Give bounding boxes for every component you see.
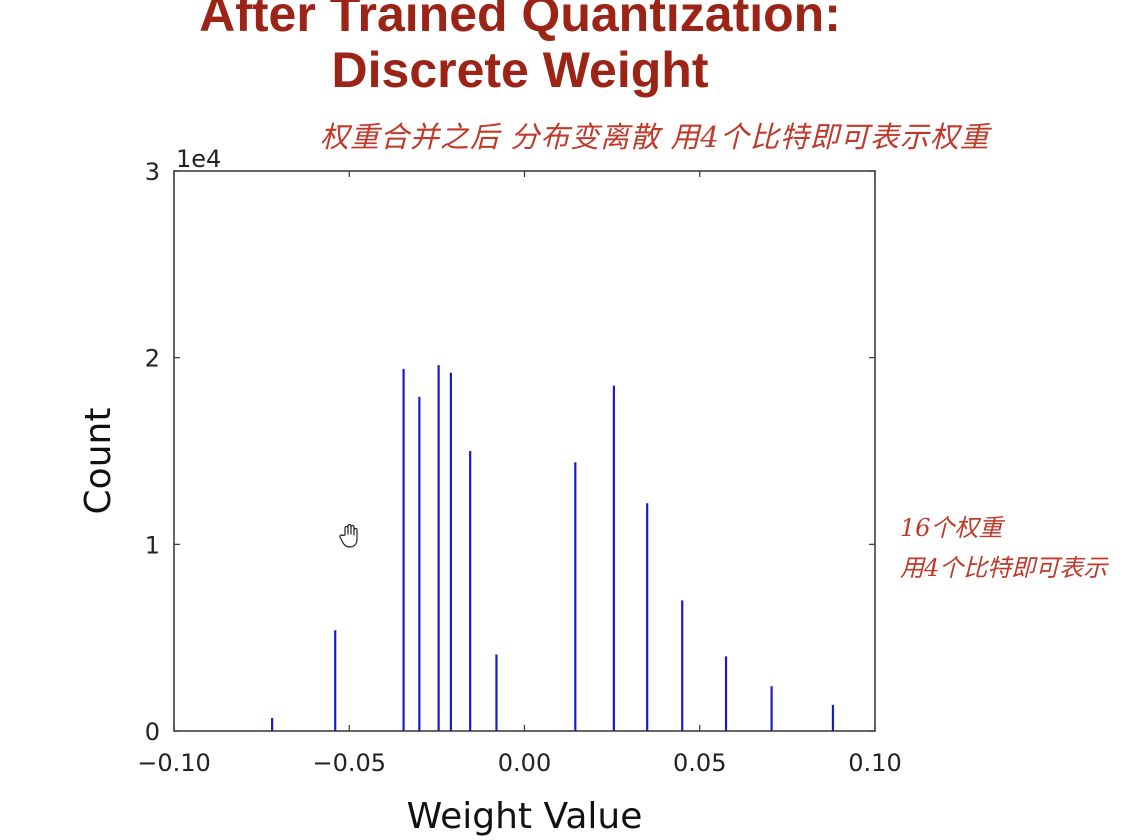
y-tick-label: 2 <box>145 345 160 373</box>
y-tick-label: 0 <box>145 718 160 746</box>
hand-cursor-icon <box>339 523 358 548</box>
x-tick-label: −0.05 <box>312 749 386 777</box>
y-axis-label: Count <box>78 408 119 515</box>
handwritten-note-top: 权重合并之后 分布变离散 用4个比特即可表示权重 <box>320 120 990 154</box>
x-tick-label: 0.05 <box>673 749 726 777</box>
y-tick-label: 3 <box>145 158 160 186</box>
plot-axes <box>173 170 876 732</box>
x-tick-label: 0.00 <box>498 749 551 777</box>
handwritten-note-right: 16个权重 用4个比特即可表示 <box>900 508 1107 588</box>
slide-title: After Trained Quantization: Discrete Wei… <box>0 0 1040 98</box>
bar-series <box>271 365 835 731</box>
slide-title-line1: After Trained Quantization: <box>199 0 841 42</box>
handwritten-note-right-line1: 16个权重 <box>900 514 1003 542</box>
watermark <box>1042 4 1112 26</box>
x-tick-label: 0.10 <box>848 749 901 777</box>
handwritten-note-right-line2: 用4个比特即可表示 <box>900 554 1108 582</box>
plot-frame <box>173 170 876 732</box>
x-tick-label: −0.10 <box>137 749 211 777</box>
y-tick-label: 1 <box>145 531 160 559</box>
axis-ticks: −0.10 −0.05 0.00 0.05 0.10 0 1 2 3 <box>137 158 901 777</box>
y-axis-offset-text: 1e4 <box>176 145 221 173</box>
slide-title-line2: Discrete Weight <box>331 42 709 98</box>
x-axis-label: Weight Value <box>407 796 643 837</box>
